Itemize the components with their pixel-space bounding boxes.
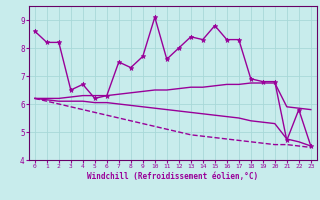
X-axis label: Windchill (Refroidissement éolien,°C): Windchill (Refroidissement éolien,°C) <box>87 172 258 181</box>
